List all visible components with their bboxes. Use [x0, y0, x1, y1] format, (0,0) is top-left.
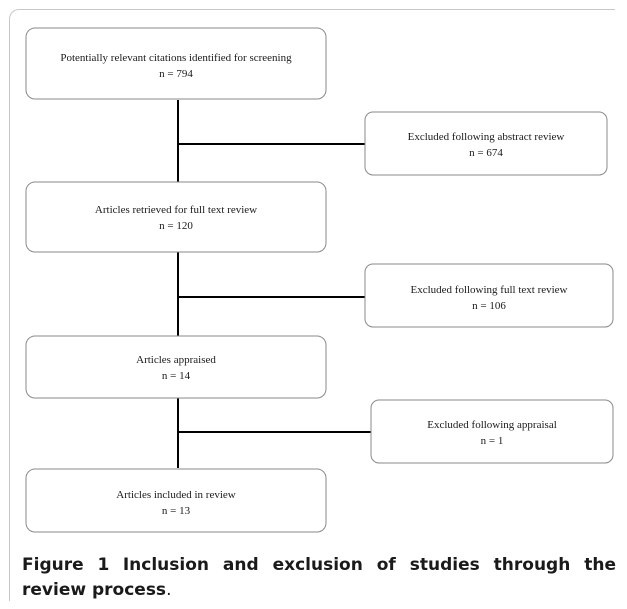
stage-box-appraised: Articles appraised n = 14 [25, 335, 327, 399]
stage-included-label: Articles included in review [116, 489, 235, 501]
figure-caption-title: Inclusion and exclusion of studies throu… [22, 555, 617, 600]
stage-retrieved-count: n = 120 [159, 220, 193, 232]
stage-box-included: Articles included in review n = 13 [25, 468, 327, 533]
exclusion-box-abstract: Excluded following abstract review n = 6… [364, 111, 608, 176]
exclusion-appraisal-label: Excluded following appraisal [427, 419, 557, 431]
exclusion-fulltext-count: n = 106 [472, 300, 506, 312]
exclusion-abstract-label: Excluded following abstract review [408, 131, 565, 143]
stage-screening-label: Potentially relevant citations identifie… [60, 52, 292, 64]
stage-box-screening: Potentially relevant citations identifie… [25, 27, 327, 100]
exclusion-fulltext-label: Excluded following full text review [410, 284, 567, 296]
stage-included-count: n = 13 [162, 505, 191, 517]
exclusion-abstract-count: n = 674 [469, 147, 503, 159]
figure-frame [9, 9, 615, 601]
exclusion-appraisal-count: n = 1 [481, 435, 504, 447]
figure-caption-end: . [166, 580, 172, 600]
exclusion-box-fulltext: Excluded following full text review n = … [364, 263, 614, 328]
figure-caption-label: Figure 1 [22, 555, 110, 575]
figure-caption: Figure 1 Inclusion and exclusion of stud… [22, 553, 616, 603]
stage-box-retrieved: Articles retrieved for full text review … [25, 181, 327, 253]
stage-appraised-label: Articles appraised [136, 354, 216, 366]
stage-retrieved-label: Articles retrieved for full text review [95, 204, 257, 216]
stage-appraised-count: n = 14 [162, 370, 191, 382]
exclusion-box-appraisal: Excluded following appraisal n = 1 [370, 399, 614, 464]
stage-screening-count: n = 794 [159, 68, 193, 80]
